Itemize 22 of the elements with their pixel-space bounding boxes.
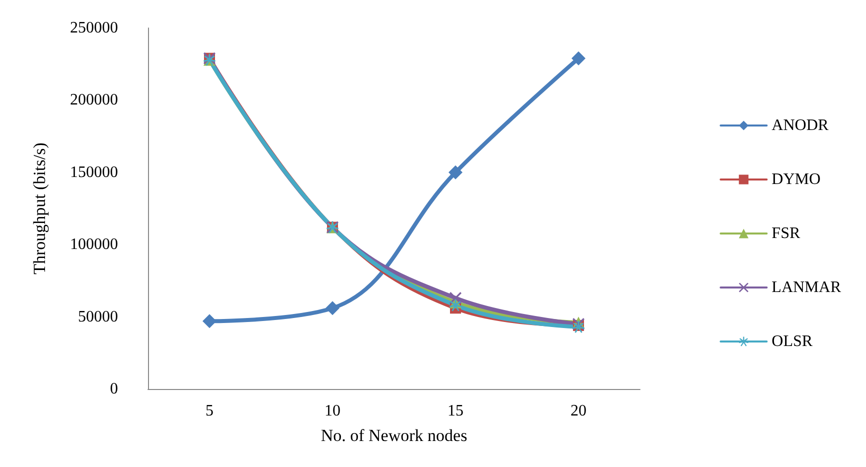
y-tick-label: 0 [110, 380, 118, 398]
y-tick-label: 200000 [70, 92, 118, 109]
legend-label: DYMO [772, 171, 821, 188]
y-axis-title: Throughput (bits/s) [30, 142, 49, 274]
y-tick-label: 100000 [70, 236, 118, 254]
x-tick-label: 10 [324, 402, 340, 420]
legend-label: FSR [772, 225, 800, 242]
point [326, 301, 340, 316]
legend-label: ANODR [772, 117, 829, 134]
y-tick-label: 50000 [78, 308, 118, 326]
legend-label: LANMAR [772, 279, 842, 296]
y-tick-label: 250000 [70, 20, 118, 36]
x-tick-label: 15 [448, 402, 464, 420]
x-tick-label: 5 [206, 402, 214, 420]
point [450, 299, 462, 312]
legend-label: OLSR [772, 333, 813, 350]
point [572, 51, 586, 66]
x-axis-title: No. of Nework nodes [320, 426, 468, 445]
point [448, 165, 462, 180]
y-tick-label: 150000 [70, 164, 118, 181]
point [202, 314, 216, 328]
x-tick-label: 20 [570, 402, 586, 420]
